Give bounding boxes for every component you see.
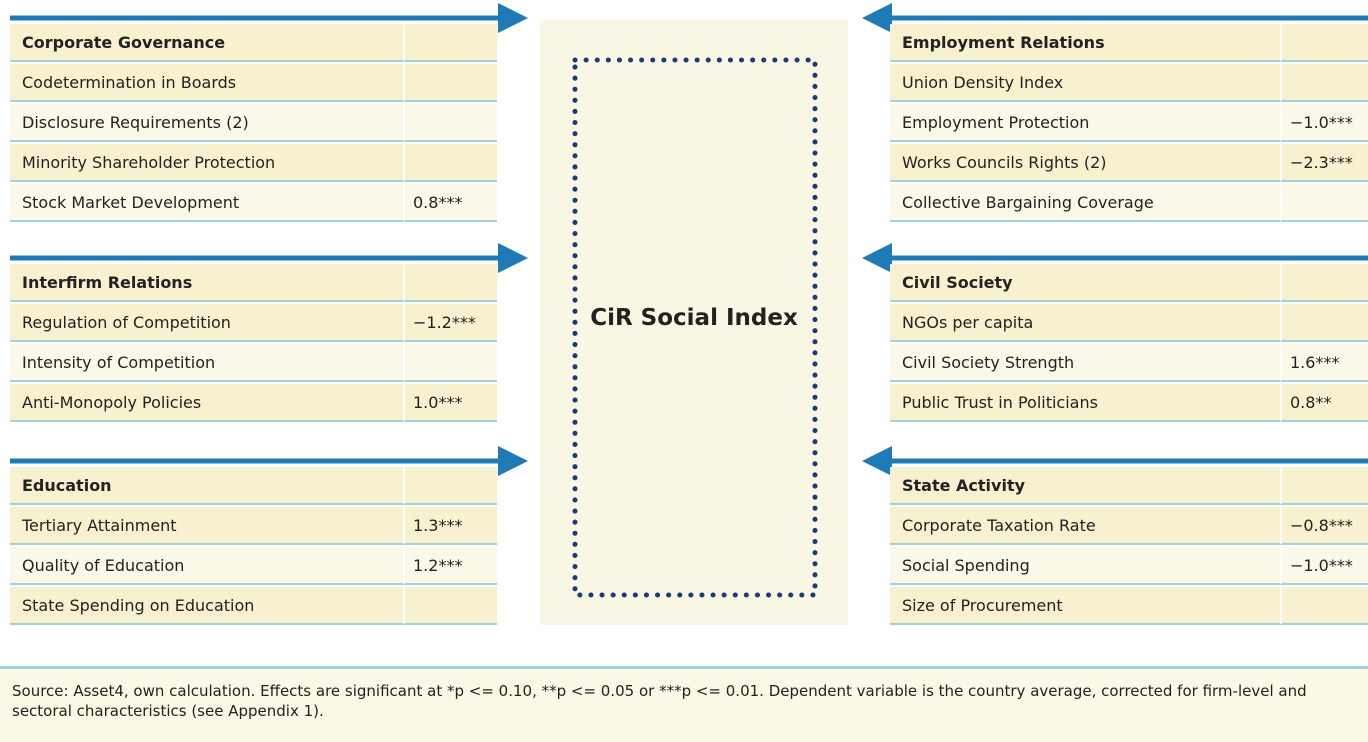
group-title: Corporate Governance bbox=[10, 24, 403, 62]
row-value: −1.0*** bbox=[1280, 104, 1368, 142]
row-value bbox=[403, 64, 497, 102]
row-label: Civil Society Strength bbox=[890, 344, 1280, 382]
dotted-frame bbox=[572, 57, 818, 598]
row-value: 1.2*** bbox=[403, 547, 497, 585]
row-label: Works Councils Rights (2) bbox=[890, 144, 1280, 182]
value-cell bbox=[1280, 264, 1368, 302]
row-label: Anti-Monopoly Policies bbox=[10, 384, 403, 422]
value-cell bbox=[1280, 467, 1368, 505]
row-label: Tertiary Attainment bbox=[10, 507, 403, 545]
row-label: Collective Bargaining Coverage bbox=[890, 184, 1280, 222]
row-label: Intensity of Competition bbox=[10, 344, 403, 382]
row-label: State Spending on Education bbox=[10, 587, 403, 625]
value-cell bbox=[403, 467, 497, 505]
row-label: Stock Market Development bbox=[10, 184, 403, 222]
value-cell bbox=[403, 24, 497, 62]
row-value: −2.3*** bbox=[1280, 144, 1368, 182]
value-cell bbox=[1280, 24, 1368, 62]
row-value: −1.2*** bbox=[403, 304, 497, 342]
row-value: 1.0*** bbox=[403, 384, 497, 422]
row-label: Size of Procurement bbox=[890, 587, 1280, 625]
row-label: Codetermination in Boards bbox=[10, 64, 403, 102]
row-label: Social Spending bbox=[890, 547, 1280, 585]
row-value bbox=[403, 144, 497, 182]
row-value bbox=[1280, 64, 1368, 102]
source-note: Source: Asset4, own calculation. Effects… bbox=[0, 666, 1368, 742]
center-label: CiR Social Index bbox=[590, 305, 798, 331]
row-label: Employment Protection bbox=[890, 104, 1280, 142]
group-title: Civil Society bbox=[890, 264, 1280, 302]
row-label: Public Trust in Politicians bbox=[890, 384, 1280, 422]
row-value: 1.6*** bbox=[1280, 344, 1368, 382]
arrows bbox=[10, 3, 1368, 476]
row-value bbox=[403, 344, 497, 382]
row-value: 0.8*** bbox=[403, 184, 497, 222]
row-label: Quality of Education bbox=[10, 547, 403, 585]
group-title: Education bbox=[10, 467, 403, 505]
group-title: Interfirm Relations bbox=[10, 264, 403, 302]
row-value: −0.8*** bbox=[1280, 507, 1368, 545]
row-value bbox=[403, 587, 497, 625]
row-value bbox=[1280, 184, 1368, 222]
row-label: Regulation of Competition bbox=[10, 304, 403, 342]
row-label: Corporate Taxation Rate bbox=[890, 507, 1280, 545]
row-label: Union Density Index bbox=[890, 64, 1280, 102]
row-value: 1.3*** bbox=[403, 507, 497, 545]
row-value: 0.8** bbox=[1280, 384, 1368, 422]
value-cell bbox=[403, 264, 497, 302]
row-label: Disclosure Requirements (2) bbox=[10, 104, 403, 142]
row-value bbox=[403, 104, 497, 142]
group-title: Employment Relations bbox=[890, 24, 1280, 62]
row-label: Minority Shareholder Protection bbox=[10, 144, 403, 182]
row-value: −1.0*** bbox=[1280, 547, 1368, 585]
row-value bbox=[1280, 587, 1368, 625]
row-value bbox=[1280, 304, 1368, 342]
row-label: NGOs per capita bbox=[890, 304, 1280, 342]
center-box bbox=[540, 20, 848, 625]
group-title: State Activity bbox=[890, 467, 1280, 505]
